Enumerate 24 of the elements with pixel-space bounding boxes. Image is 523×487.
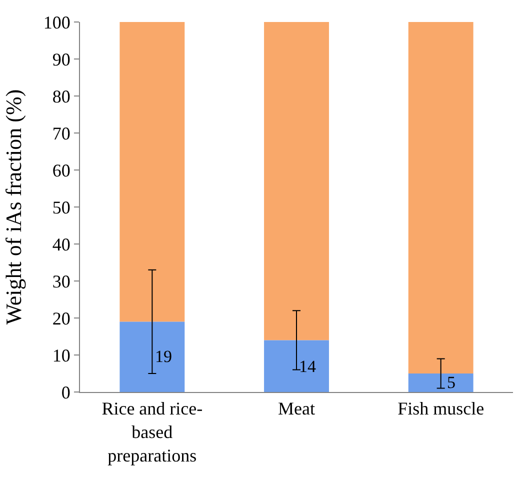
y-tick-label: 90 [52,49,70,70]
bar [264,22,329,340]
bar [120,322,185,392]
y-tick-label: 80 [52,86,70,106]
y-tick-label: 0 [61,382,70,402]
bar [408,22,474,374]
x-tick-label: Fish muscle [398,398,484,419]
data-label: 19 [155,347,172,366]
data-label: 14 [299,357,316,376]
y-tick-label: 50 [52,197,70,218]
y-tick-label: 30 [52,271,70,292]
y-tick-label: 70 [52,123,70,144]
bar [408,374,474,392]
bar [264,340,329,392]
y-tick-label: 60 [52,160,70,180]
y-tick-label: 40 [52,234,70,254]
y-axis-title: Weight of iAs fraction (%) [1,89,26,325]
y-tick-label: 10 [52,345,70,366]
y-tick-label: 20 [52,308,70,328]
data-label: 5 [447,373,456,392]
x-tick-label: Meat [278,398,315,419]
bar [120,22,185,322]
x-tick-label: Rice and rice-based preparations [102,398,203,466]
y-tick-label: 100 [43,12,70,32]
